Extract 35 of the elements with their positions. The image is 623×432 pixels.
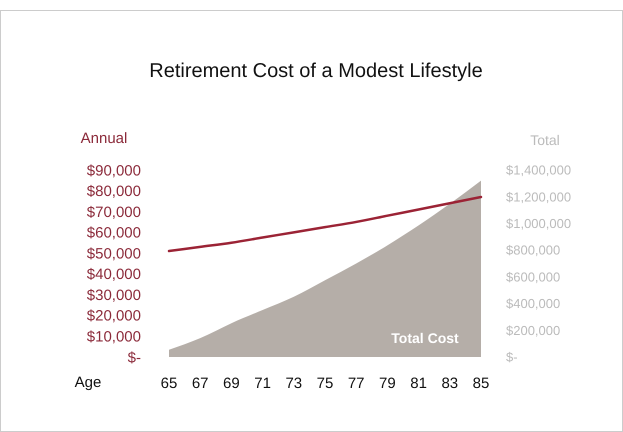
chart-title: Retirement Cost of a Modest Lifestyle	[149, 60, 483, 82]
y-tick-label: $10,000	[86, 328, 141, 346]
y-tick-label: $40,000	[86, 266, 141, 284]
y-tick-label: $90,000	[86, 162, 141, 180]
x-tick-label: 77	[348, 375, 365, 392]
x-tick-label: 83	[441, 375, 458, 392]
x-tick-label: 75	[316, 375, 334, 392]
x-tick-label: 85	[472, 375, 490, 392]
y-axis-title: Annual	[80, 130, 128, 147]
y-tick-label: $-	[128, 349, 141, 366]
y-tick-label: $20,000	[86, 308, 141, 325]
y2-axis-title: Total	[530, 132, 560, 148]
y2-tick-label: $400,000	[506, 296, 560, 312]
y-tick-label: $60,000	[86, 224, 141, 242]
y2-tick-label: $1,000,000	[506, 216, 572, 231]
y-tick-label: $80,000	[86, 183, 141, 200]
series-label: Total Cost	[391, 330, 460, 346]
y-tick-label: $70,000	[86, 204, 141, 221]
x-axis-title: Age	[74, 374, 102, 391]
y-tick-label: $30,000	[86, 286, 141, 304]
x-tick-label: 67	[192, 375, 209, 392]
x-tick-label: 81	[410, 375, 427, 392]
y2-tick-label: $200,000	[506, 322, 560, 338]
y2-tick-label: $1,200,000	[506, 189, 572, 204]
line-series	[168, 196, 482, 252]
y2-tick-label: $800,000	[506, 242, 560, 258]
x-tick-label: 65	[160, 375, 178, 392]
y-tick-label: $50,000	[86, 245, 141, 262]
x-tick-label: 73	[285, 375, 302, 392]
y2-tick-label: $-	[506, 350, 518, 365]
y2-tick-label: $600,000	[506, 269, 560, 284]
x-tick-label: 71	[254, 375, 271, 392]
x-tick-label: 79	[379, 375, 396, 392]
x-tick-label: 69	[223, 375, 240, 392]
y2-tick-label: $1,400,000	[506, 162, 572, 178]
